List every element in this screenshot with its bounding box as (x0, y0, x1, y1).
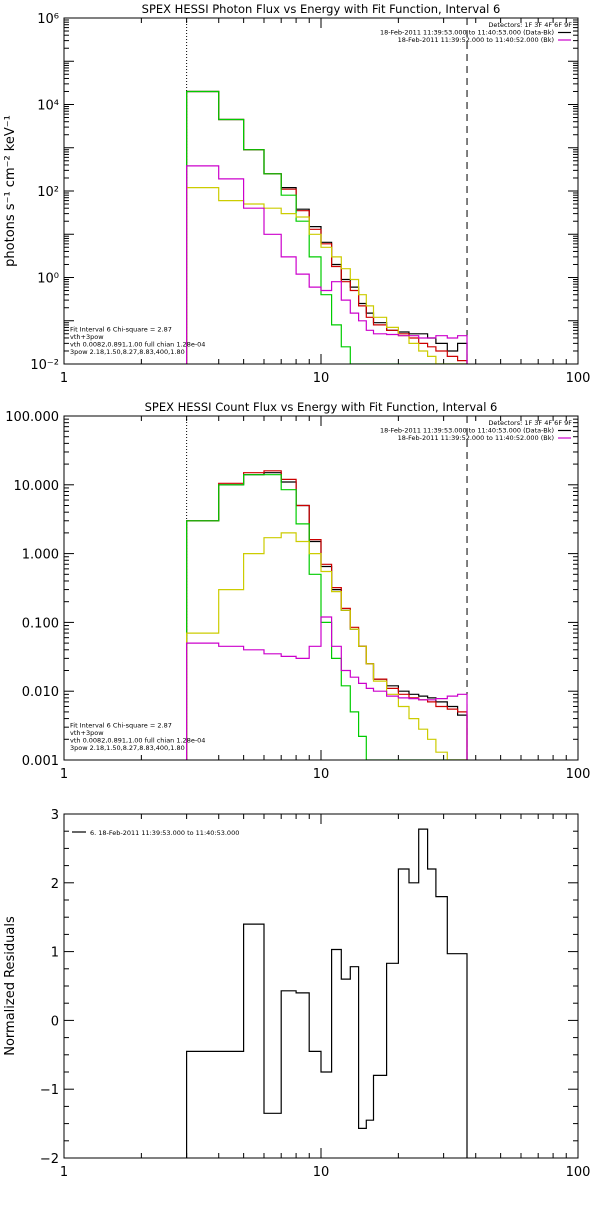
x-tick-label: 10 (313, 371, 330, 386)
data-series-3 (186, 90, 467, 364)
x-tick-label: 1 (60, 767, 68, 782)
header-text: 18-Feb-2011 11:39:52.000 to 11:40:52.000… (398, 36, 554, 44)
y-tick-label: −2 (40, 1152, 59, 1167)
header-text: 18-Feb-2011 11:39:53.000 to 11:40:53.000… (380, 427, 554, 435)
chart-title: SPEX HESSI Count Flux vs Energy with Fit… (145, 400, 498, 414)
series-group (186, 90, 468, 364)
header-text: 18-Feb-2011 11:39:52.000 to 11:40:52.000… (398, 434, 554, 442)
y-tick-label: 10.000 (14, 479, 60, 494)
y-tick-label: 10⁻² (30, 358, 59, 373)
y-tick-label: 1.000 (22, 548, 59, 563)
fit-info-text: vth+3pow (70, 729, 104, 737)
x-tick-label: 10 (313, 1165, 330, 1180)
plot-frame (63, 813, 579, 1159)
data-series-5 (186, 165, 468, 364)
y-tick-label: 10⁶ (37, 12, 59, 27)
series-group (186, 470, 468, 760)
data-series-1 (186, 472, 468, 760)
fit-info-text: vth 0.0082,0.891,1.00 full chian 1.28e-0… (70, 737, 205, 745)
chart-panel-3: 1 10 100 −2 −1 0 1 2 3 Normalized Residuals 6. 18-… (3, 808, 590, 1180)
fit-info-text: vth 0.0082,0.891,1.00 full chian 1.28e-0… (70, 341, 205, 349)
y-tick-label: 10² (37, 185, 59, 200)
data-series-5 (186, 616, 468, 760)
x-tick-label: 100 (566, 1165, 591, 1180)
fit-info-text: vth+3pow (70, 333, 104, 341)
data-series-2 (186, 470, 468, 760)
fit-info-text: Fit Interval 6 Chi-square = 2.87 (70, 326, 172, 334)
y-tick-label: 1 (51, 946, 59, 961)
fit-info-text: 3pow 2.18,1.50,8.27,8.83,400,1.80 (70, 744, 185, 752)
y-tick-label: 3 (51, 808, 59, 823)
header-text: 18-Feb-2011 11:39:53.000 to 11:40:53.000… (380, 29, 554, 37)
data-series-2 (186, 90, 468, 364)
y-tick-label: 10⁴ (37, 99, 59, 114)
y-tick-label: 2 (51, 877, 59, 892)
data-series-1 (186, 90, 468, 364)
header-text: Detectors: 1F 3F 4F 6F 9F (488, 419, 572, 427)
y-tick-label: 100.000 (5, 410, 59, 425)
data-series-1 (186, 828, 468, 1158)
y-tick-label: 0.010 (22, 685, 59, 700)
fit-info-text: Fit Interval 6 Chi-square = 2.87 (70, 722, 172, 730)
x-tick-label: 100 (566, 371, 591, 386)
chart-panel-2: SPEX HESSI Count Flux vs Energy with Fit… (5, 400, 590, 782)
y-tick-label: −1 (40, 1083, 59, 1098)
y-tick-label: 0 (51, 1014, 59, 1029)
x-tick-label: 1 (60, 1165, 68, 1180)
data-series-4 (186, 532, 467, 760)
plot-frame (63, 415, 579, 761)
header-text: Detectors: 1F 3F 4F 6F 9F (488, 21, 572, 29)
x-tick-label: 1 (60, 371, 68, 386)
series-group (186, 828, 468, 1158)
y-axis-label: Normalized Residuals (3, 916, 18, 1056)
chart-panel-1: SPEX HESSI Photon Flux vs Energy with Fi… (3, 2, 590, 386)
chart-title: SPEX HESSI Photon Flux vs Energy with Fi… (142, 2, 501, 16)
legend-text: 6. 18-Feb-2011 11:39:53.000 to 11:40:53.… (90, 829, 239, 837)
y-tick-label: 0.001 (22, 754, 59, 769)
x-tick-label: 100 (566, 767, 591, 782)
y-axis-label: photons s⁻¹ cm⁻² keV⁻¹ (3, 115, 18, 267)
fit-info-text: 3pow 2.18,1.50,8.27,8.83,400,1.80 (70, 348, 185, 356)
x-tick-label: 10 (313, 767, 330, 782)
y-tick-label: 0.100 (22, 616, 59, 631)
plot-frame (63, 17, 579, 365)
y-tick-label: 10⁰ (37, 272, 59, 287)
